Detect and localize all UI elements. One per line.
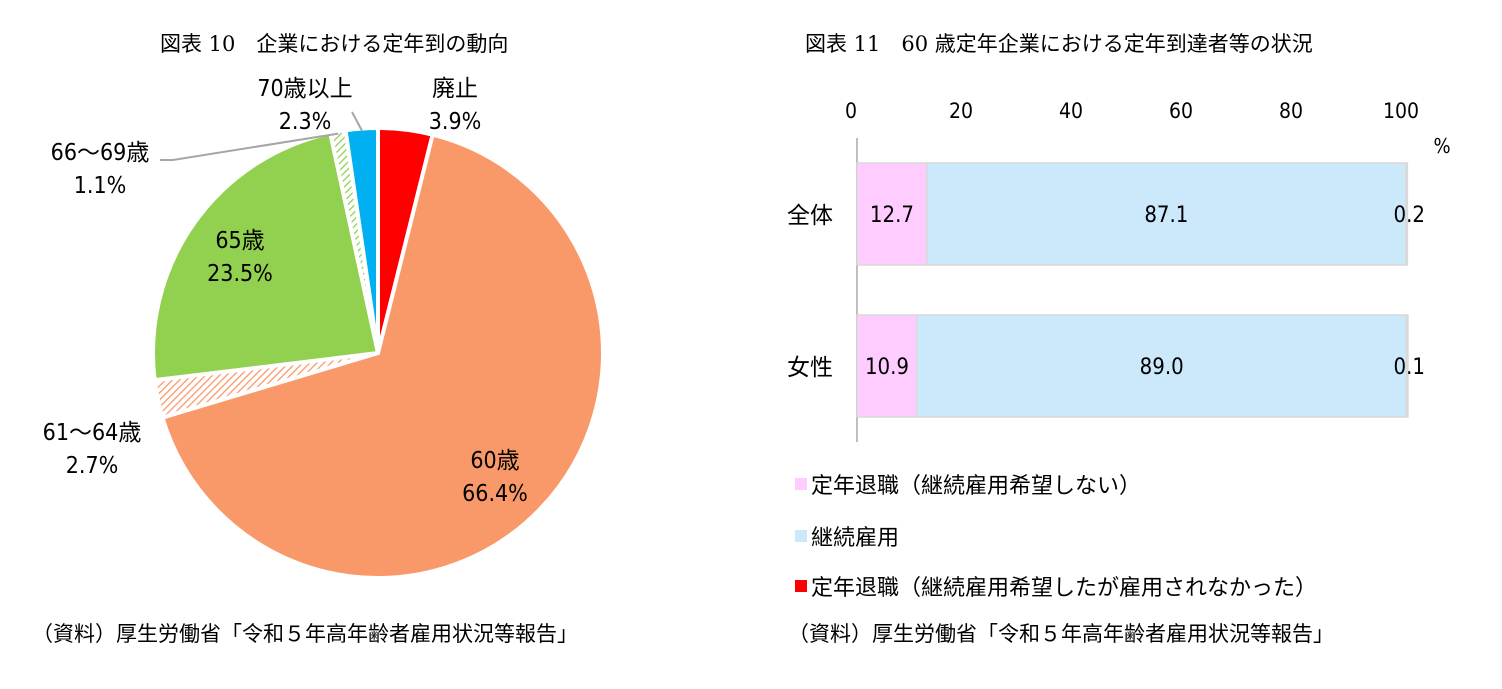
bar-value-female-not-requested: 10.9: [865, 355, 909, 380]
pie-label-age-60: 60歳: [470, 448, 519, 474]
bar-value-all-continued: 87.1: [1144, 203, 1188, 228]
legend-swatch: [795, 530, 807, 542]
legend-swatch: [795, 580, 807, 592]
x-tick-label: 80: [1279, 99, 1303, 123]
pie-label-age-70-plus: 70歳以上: [257, 76, 352, 102]
pie-leader-age-70-plus: [351, 111, 363, 132]
x-tick-label: 100: [1383, 99, 1419, 123]
pie-value-age-66-69: 1.1%: [74, 173, 127, 199]
legend-item-not-requested: 定年退職（継続雇用希望しない）: [795, 468, 1141, 500]
x-tick-label: 40: [1059, 99, 1083, 123]
bar-value-female-not-hired: 0.1: [1394, 355, 1425, 380]
x-tick-label: 0: [845, 99, 857, 123]
legend-label: 継続雇用: [811, 526, 900, 551]
bar-all-continued: [926, 162, 1407, 266]
pie-chart-panel: 図表 10 企業における定年到の動向 廃止 3.9% 60歳 66.4% 61～64歳 2…: [32, 32, 605, 646]
pie-value-age-65: 23.5%: [207, 261, 273, 287]
legend-item-not-hired: 定年退職（継続雇用希望したが雇用されなかった）: [795, 570, 1317, 602]
pie-leader-age-66-69: [160, 132, 339, 161]
pie-label-age-61-64: 61～64歳: [43, 420, 142, 446]
pie-chart-title: 図表 10 企業における定年到の動向: [160, 32, 509, 56]
pie-chart: 廃止 3.9% 60歳 66.4% 61～64歳 2.7% 65歳 23.5% 66～69歳 1.…: [43, 76, 605, 580]
x-axis-unit: %: [1433, 134, 1450, 158]
pie-value-age-61-64: 2.7%: [66, 453, 119, 479]
bar-value-all-not-hired: 0.2: [1394, 203, 1425, 228]
bar-female-not-hired: [1405, 314, 1409, 418]
pie-label-age-66-69: 66～69歳: [51, 140, 150, 166]
bar-chart-title: 図表 11 60 歳定年企業における定年到達者等の状況: [805, 32, 1313, 56]
pie-slice-age-65: [151, 131, 380, 383]
legend-swatch: [795, 478, 807, 490]
bar-chart-panel: 図表 11 60 歳定年企業における定年到達者等の状況 0 20 40 60 80 100…: [760, 0, 1502, 689]
bar-chart-source: （資料）厚生労働省「令和５年高年齢者雇用状況等報告」: [788, 622, 1334, 646]
legend-item-continued: 継続雇用: [795, 520, 899, 552]
pie-label-age-65: 65歳: [215, 228, 264, 254]
pie-chart-source: （資料）厚生労働省「令和５年高年齢者雇用状況等報告」: [32, 622, 578, 646]
bar-all-not-requested: [856, 162, 928, 266]
pie-label-abolished: 廃止: [432, 76, 478, 102]
category-label-female: 女性: [787, 355, 833, 381]
pie-slice-age-60: [160, 132, 605, 580]
bar-female-not-requested: [856, 314, 918, 418]
bar-value-female-continued: 89.0: [1140, 355, 1184, 380]
bar-value-all-not-requested: 12.7: [870, 203, 914, 228]
legend-label: 定年退職（継続雇用希望しない）: [811, 474, 1142, 499]
pie-value-abolished: 3.9%: [429, 109, 482, 135]
category-label-all: 全体: [787, 203, 833, 229]
x-tick-label: 60: [1169, 99, 1193, 123]
x-tick-label: 20: [949, 99, 973, 123]
pie-value-age-60: 66.4%: [462, 481, 528, 507]
legend-label: 定年退職（継続雇用希望したが雇用されなかった）: [811, 576, 1318, 601]
bar-all-not-hired: [1405, 162, 1409, 266]
pie-value-age-70-plus: 2.3%: [279, 109, 332, 135]
bar-female-continued: [916, 314, 1408, 418]
